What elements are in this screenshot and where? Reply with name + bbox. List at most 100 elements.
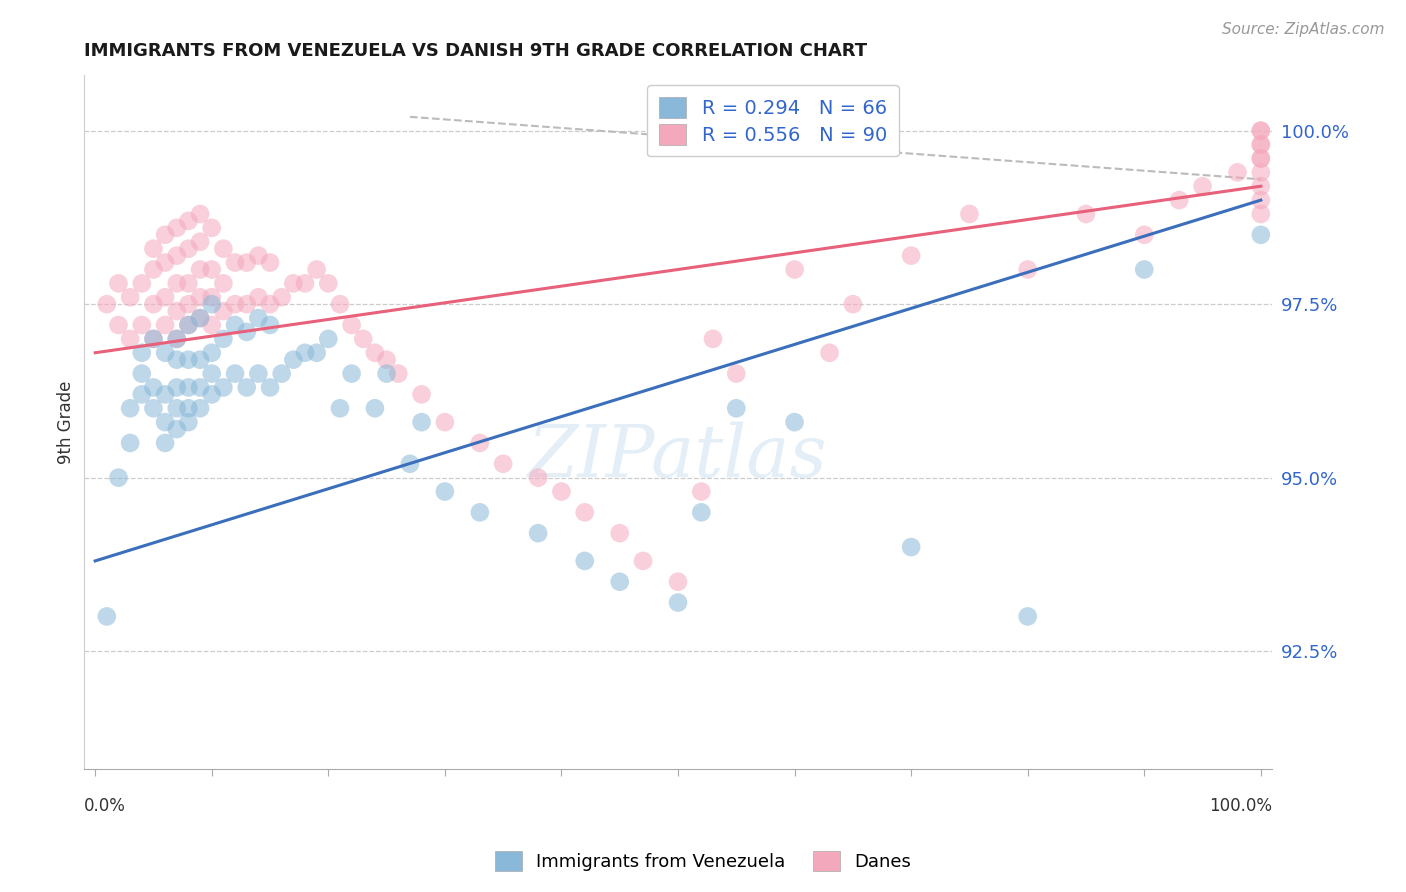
Point: [166, 220, 188, 235]
Point: [433, 484, 456, 499]
Point: [235, 297, 257, 311]
Point: [631, 554, 654, 568]
Text: Source: ZipAtlas.com: Source: ZipAtlas.com: [1222, 22, 1385, 37]
Point: [352, 332, 374, 346]
Point: [188, 290, 211, 304]
Point: [259, 297, 281, 311]
Point: [283, 277, 305, 291]
Point: [188, 380, 211, 394]
Point: [702, 332, 724, 346]
Point: [609, 526, 631, 541]
Point: [247, 367, 270, 381]
Point: [375, 352, 398, 367]
Point: [188, 401, 211, 416]
Point: [166, 380, 188, 394]
Point: [177, 297, 200, 311]
Point: [120, 290, 142, 304]
Point: [224, 297, 246, 311]
Point: [212, 242, 235, 256]
Point: [399, 457, 422, 471]
Point: [329, 401, 352, 416]
Point: [574, 554, 596, 568]
Point: [166, 352, 188, 367]
Point: [783, 415, 806, 429]
Point: [247, 249, 270, 263]
Point: [96, 609, 118, 624]
Point: [120, 332, 142, 346]
Point: [177, 277, 200, 291]
Point: [153, 290, 176, 304]
Point: [318, 332, 340, 346]
Point: [235, 380, 257, 394]
Y-axis label: 9th Grade: 9th Grade: [58, 381, 75, 464]
Point: [305, 345, 328, 359]
Point: [131, 387, 153, 401]
Point: [842, 297, 865, 311]
Point: [527, 470, 550, 484]
Text: ZIPatlas: ZIPatlas: [529, 422, 828, 492]
Point: [153, 227, 176, 242]
Point: [188, 207, 211, 221]
Point: [142, 332, 165, 346]
Point: [201, 297, 224, 311]
Point: [142, 332, 165, 346]
Text: IMMIGRANTS FROM VENEZUELA VS DANISH 9TH GRADE CORRELATION CHART: IMMIGRANTS FROM VENEZUELA VS DANISH 9TH …: [83, 42, 866, 60]
Point: [364, 345, 387, 359]
Point: [201, 318, 224, 332]
Point: [120, 401, 142, 416]
Point: [224, 255, 246, 269]
Point: [142, 297, 165, 311]
Point: [340, 318, 363, 332]
Point: [235, 325, 257, 339]
Point: [900, 540, 922, 554]
Point: [259, 255, 281, 269]
Point: [411, 387, 433, 401]
Point: [666, 574, 689, 589]
Point: [142, 380, 165, 394]
Point: [212, 304, 235, 318]
Point: [212, 277, 235, 291]
Point: [468, 436, 491, 450]
Point: [131, 277, 153, 291]
Point: [259, 380, 281, 394]
Point: [957, 207, 980, 221]
Point: [235, 255, 257, 269]
Point: [294, 345, 316, 359]
Point: [1133, 262, 1156, 277]
Point: [492, 457, 515, 471]
Point: [666, 596, 689, 610]
Point: [131, 318, 153, 332]
Point: [166, 304, 188, 318]
Point: [340, 367, 363, 381]
Point: [270, 290, 292, 304]
Point: [1250, 152, 1272, 166]
Point: [294, 277, 316, 291]
Point: [166, 249, 188, 263]
Point: [1074, 207, 1097, 221]
Point: [690, 505, 713, 519]
Point: [177, 352, 200, 367]
Point: [188, 352, 211, 367]
Point: [177, 318, 200, 332]
Point: [201, 290, 224, 304]
Point: [166, 422, 188, 436]
Point: [131, 345, 153, 359]
Point: [188, 235, 211, 249]
Point: [725, 367, 748, 381]
Point: [375, 367, 398, 381]
Point: [201, 387, 224, 401]
Point: [1250, 179, 1272, 194]
Point: [201, 262, 224, 277]
Point: [177, 415, 200, 429]
Point: [201, 367, 224, 381]
Point: [1191, 179, 1213, 194]
Point: [1168, 193, 1191, 207]
Point: [468, 505, 491, 519]
Point: [1250, 137, 1272, 152]
Point: [166, 332, 188, 346]
Point: [107, 277, 129, 291]
Point: [142, 262, 165, 277]
Point: [247, 290, 270, 304]
Point: [224, 318, 246, 332]
Point: [166, 277, 188, 291]
